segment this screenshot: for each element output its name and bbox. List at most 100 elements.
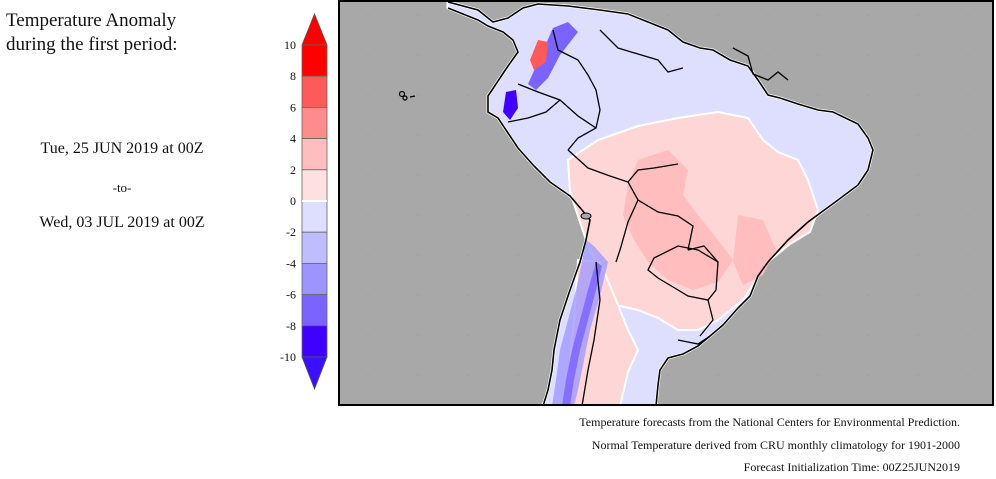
colorbar-tick-label: -4 bbox=[286, 256, 296, 270]
graticule-dot bbox=[567, 254, 568, 255]
title-line-1: Temperature Anomaly bbox=[6, 9, 178, 33]
colorbar-bin bbox=[302, 107, 327, 138]
graticule-dot bbox=[867, 254, 868, 255]
graticule-dot bbox=[717, 334, 718, 335]
graticule-dot bbox=[517, 334, 518, 335]
graticule-dot bbox=[367, 374, 368, 375]
graticule-dot bbox=[917, 174, 918, 175]
colorbar-bin bbox=[302, 139, 327, 170]
graticule-dot bbox=[367, 334, 368, 335]
period-end: Wed, 03 JUL 2019 at 00Z bbox=[0, 214, 244, 232]
graticule-dot bbox=[917, 254, 918, 255]
graticule-dot bbox=[517, 254, 518, 255]
graticule-dot bbox=[467, 294, 468, 295]
graticule-dot bbox=[817, 54, 818, 55]
graticule-dot bbox=[417, 14, 418, 15]
graticule-dot bbox=[417, 94, 418, 95]
map-title: Temperature Anomaly during the first per… bbox=[6, 9, 178, 57]
graticule-dot bbox=[967, 254, 968, 255]
graticule-dot bbox=[717, 374, 718, 375]
period-separator: -to- bbox=[0, 180, 244, 196]
footer-init-time: Forecast Initialization Time: 00Z25JUN20… bbox=[744, 460, 960, 475]
graticule-dot bbox=[867, 334, 868, 335]
colorbar-bin bbox=[302, 232, 327, 263]
colorbar-under-arrow bbox=[302, 357, 327, 389]
colorbar-bin bbox=[302, 76, 327, 107]
graticule-dot bbox=[917, 14, 918, 15]
graticule-dot bbox=[967, 94, 968, 95]
colorbar-tick-label: -8 bbox=[286, 319, 296, 333]
colorbar-tick-label: 8 bbox=[290, 69, 296, 83]
graticule-dot bbox=[417, 134, 418, 135]
graticule-dot bbox=[767, 334, 768, 335]
graticule-dot bbox=[867, 294, 868, 295]
graticule-dot bbox=[967, 54, 968, 55]
graticule-dot bbox=[517, 214, 518, 215]
graticule-dot bbox=[417, 334, 418, 335]
graticule-dot bbox=[767, 374, 768, 375]
colorbar-legend: 10 8 6 4 2 0 -2 -4 -6 -8 -10 bbox=[270, 10, 332, 395]
graticule-dot bbox=[867, 54, 868, 55]
colorbar-tick-label: -2 bbox=[286, 225, 296, 239]
graticule-dot bbox=[917, 54, 918, 55]
graticule-dot bbox=[767, 294, 768, 295]
graticule-dot bbox=[917, 374, 918, 375]
graticule-dot bbox=[367, 174, 368, 175]
graticule-dot bbox=[967, 334, 968, 335]
graticule-dot bbox=[967, 134, 968, 135]
graticule-dot bbox=[367, 14, 368, 15]
colorbar-bin bbox=[302, 45, 327, 76]
graticule-dot bbox=[417, 54, 418, 55]
graticule-dot bbox=[417, 174, 418, 175]
graticule-dot bbox=[767, 54, 768, 55]
colorbar-bin bbox=[302, 326, 327, 357]
footer-source: Temperature forecasts from the National … bbox=[579, 415, 960, 430]
graticule-dot bbox=[967, 174, 968, 175]
colorbar-over-arrow bbox=[302, 14, 327, 45]
temperature-anomaly-map bbox=[338, 0, 994, 406]
graticule-dot bbox=[867, 14, 868, 15]
graticule-dot bbox=[967, 14, 968, 15]
graticule-dot bbox=[517, 374, 518, 375]
graticule-dot bbox=[467, 214, 468, 215]
colorbar-tick-label: 4 bbox=[290, 132, 296, 146]
graticule-dot bbox=[367, 254, 368, 255]
graticule-dot bbox=[917, 134, 918, 135]
graticule-dot bbox=[817, 254, 818, 255]
graticule-dot bbox=[417, 294, 418, 295]
colorbar-tick-label: 6 bbox=[290, 100, 296, 114]
graticule-dot bbox=[917, 94, 918, 95]
graticule-dot bbox=[517, 294, 518, 295]
graticule-dot bbox=[817, 334, 818, 335]
graticule-dot bbox=[467, 134, 468, 135]
graticule-dot bbox=[817, 374, 818, 375]
colorbar-tick-label: 2 bbox=[290, 163, 296, 177]
graticule-dot bbox=[867, 214, 868, 215]
title-line-2: during the first period: bbox=[6, 33, 178, 57]
graticule-dot bbox=[517, 174, 518, 175]
graticule-dot bbox=[967, 294, 968, 295]
colorbar-tick-label: -6 bbox=[286, 288, 296, 302]
graticule-dot bbox=[767, 14, 768, 15]
colorbar-bin bbox=[302, 263, 327, 294]
graticule-dot bbox=[467, 374, 468, 375]
graticule-dot bbox=[867, 94, 868, 95]
graticule-dot bbox=[467, 174, 468, 175]
colorbar-tick-label: -10 bbox=[280, 350, 296, 364]
graticule-dot bbox=[967, 374, 968, 375]
footer-climatology: Normal Temperature derived from CRU mont… bbox=[592, 438, 960, 453]
graticule-dot bbox=[917, 294, 918, 295]
graticule-dot bbox=[417, 254, 418, 255]
colorbar-tick-label: 0 bbox=[290, 194, 296, 208]
graticule-dot bbox=[567, 214, 568, 215]
graticule-dot bbox=[467, 54, 468, 55]
colorbar-bin bbox=[302, 295, 327, 326]
graticule-dot bbox=[867, 174, 868, 175]
graticule-dot bbox=[367, 54, 368, 55]
graticule-dot bbox=[667, 374, 668, 375]
graticule-dot bbox=[817, 294, 818, 295]
graticule-dot bbox=[417, 374, 418, 375]
graticule-dot bbox=[417, 214, 418, 215]
graticule-dot bbox=[817, 14, 818, 15]
graticule-dot bbox=[467, 254, 468, 255]
